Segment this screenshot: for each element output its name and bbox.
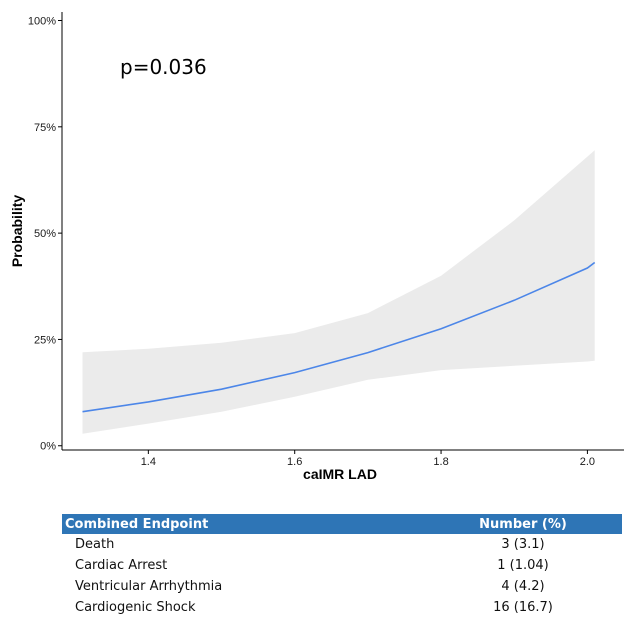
endpoint-value: 4 (4.2) <box>501 579 545 594</box>
p-value-annotation: p=0.036 <box>120 55 207 79</box>
y-tick-label: 100% <box>28 16 56 28</box>
y-tick-label: 25% <box>34 334 56 346</box>
endpoint-table: Combined Endpoint Number (%) Death 3 (3.… <box>62 514 622 618</box>
y-axis-title: Probability <box>9 195 25 268</box>
table-row: Cardiogenic Shock 16 (16.7) <box>62 597 622 618</box>
fit-line <box>82 261 596 413</box>
x-tick-label: 1.8 <box>433 456 448 468</box>
probability-chart: 0% 25% 50% 75% 100% 1.4 1.6 1.8 2.0 p=0.036 caI… <box>9 12 624 482</box>
x-axis-title: caIMR LAD <box>303 466 377 482</box>
table-header-row: Combined Endpoint Number (%) <box>62 514 622 534</box>
header-combined-endpoint: Combined Endpoint <box>62 514 424 534</box>
endpoint-value: 1 (1.04) <box>497 558 549 573</box>
x-tick-label: 1.4 <box>141 456 156 468</box>
endpoint-label: Cardiogenic Shock <box>75 600 196 615</box>
table-row: Ventricular Arrhythmia 4 (4.2) <box>62 576 622 597</box>
endpoint-value: 3 (3.1) <box>501 537 545 552</box>
x-axis-ticks: 1.4 1.6 1.8 2.0 <box>141 450 595 468</box>
table-row: Death 3 (3.1) <box>62 534 622 555</box>
header-number-percent: Number (%) <box>424 514 622 534</box>
endpoint-label: Cardiac Arrest <box>75 558 168 573</box>
endpoint-value: 16 (16.7) <box>493 600 553 615</box>
x-tick-label: 2.0 <box>580 456 595 468</box>
endpoint-label: Death <box>75 537 115 552</box>
confidence-band-layer <box>82 150 595 434</box>
endpoint-label: Ventricular Arrhythmia <box>75 579 223 594</box>
y-axis-ticks: 0% 25% 50% 75% 100% <box>28 16 62 453</box>
y-tick-label: 50% <box>34 228 56 240</box>
table-row: Cardiac Arrest 1 (1.04) <box>62 555 622 576</box>
confidence-band <box>82 150 595 434</box>
y-tick-label: 0% <box>40 441 56 453</box>
fit-line-layer <box>82 261 596 413</box>
y-tick-label: 75% <box>34 122 56 134</box>
x-tick-label: 1.6 <box>287 456 302 468</box>
